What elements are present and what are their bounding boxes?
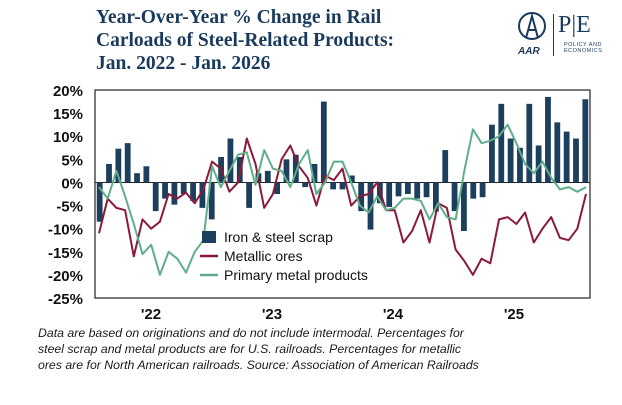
bar-scrap-33 — [404, 182, 411, 194]
pe-logo-sub-2: ECONOMICS — [564, 48, 603, 54]
y-tick-label: -25% — [48, 291, 83, 308]
bar-scrap-10 — [190, 182, 196, 201]
bar-scrap-48 — [545, 96, 551, 183]
aar-logo-icon — [518, 12, 546, 40]
footnote-line-2: steel scrap and metal products are for U… — [38, 342, 462, 356]
footnote-line-1: Data are based on originations and do no… — [38, 326, 464, 340]
pe-logo-text: P|E — [558, 12, 591, 38]
bar-scrap-5 — [143, 166, 150, 183]
bar-scrap-11 — [199, 182, 206, 208]
legend-label: Metallic ores — [224, 248, 303, 264]
bar-scrap-51 — [573, 138, 579, 183]
plot-border — [94, 89, 591, 299]
bar-scrap-29 — [367, 182, 374, 230]
bar-scrap-8 — [171, 182, 178, 205]
bar-scrap-49 — [554, 122, 561, 183]
bar-scrap-1 — [106, 163, 112, 183]
bar-scrap-12 — [208, 182, 215, 220]
title-line-3: Jan. 2022 - Jan. 2026 — [96, 53, 271, 74]
bar-scrap-45 — [517, 147, 523, 183]
bar-scrap-44 — [507, 138, 514, 183]
title-line-2: Carloads of Steel-Related Products: — [96, 30, 395, 51]
footnote: Data are based on originations and do no… — [38, 325, 608, 373]
bar-scrap-38 — [451, 182, 458, 212]
bar-scrap-47 — [535, 145, 542, 183]
chart-title: Year-Over-Year % Change in Rail Carloads… — [96, 6, 496, 75]
bar-scrap-31 — [386, 182, 393, 207]
bar-scrap-36 — [433, 182, 439, 212]
y-tick-label: 5% — [61, 152, 83, 169]
bar-scrap-24 — [320, 101, 327, 183]
plot-frame — [94, 89, 591, 299]
bar-scrap-50 — [563, 131, 570, 183]
bar-scrap-2 — [115, 148, 122, 183]
line-metallic-ores — [98, 137, 587, 276]
x-tick-label: '23 — [262, 306, 282, 323]
y-tick-label: 0% — [61, 175, 83, 192]
bar-scrap-0 — [96, 182, 103, 222]
legend-swatch-scrap — [202, 231, 216, 243]
bar-scrap-14 — [227, 138, 234, 183]
bar-scrap-26 — [339, 182, 346, 190]
y-tick-label: -15% — [48, 245, 83, 262]
bar-scrap-40 — [470, 182, 477, 199]
bar-scrap-21 — [292, 154, 299, 183]
logo-divider — [553, 14, 554, 56]
x-tick-label: '22 — [141, 306, 161, 323]
bar-scrap-52 — [582, 99, 589, 183]
bar-scrap-41 — [479, 182, 486, 198]
x-tick-label: '24 — [383, 306, 404, 323]
pe-logo-subtitle: POLICY AND ECONOMICS — [564, 42, 602, 54]
y-tick-label: 15% — [53, 106, 83, 123]
bar-scrap-16 — [246, 182, 252, 208]
aar-logo-text: AAR — [518, 46, 540, 57]
x-tick-label: '25 — [504, 306, 524, 323]
line-series — [98, 123, 587, 276]
footnote-line-3: ores are for North American railroads. S… — [38, 358, 479, 372]
bar-scrap-27 — [348, 175, 355, 183]
bar-scrap-35 — [423, 182, 430, 198]
pe-logo-sub-1: POLICY AND — [564, 42, 602, 48]
bar-scrap-43 — [498, 103, 505, 183]
bar-scrap-3 — [124, 143, 131, 183]
y-tick-label: -20% — [48, 268, 83, 285]
y-tick-label: -10% — [48, 222, 83, 239]
bar-scrap-37 — [442, 150, 449, 183]
legend-label: Primary metal products — [224, 267, 368, 283]
y-axis-ticks: 20% 15% 10% 5% 0% -5% -10% -15% -20% -25% — [48, 83, 83, 308]
legend-label: Iron & steel scrap — [224, 229, 333, 245]
title-line-1: Year-Over-Year % Change in Rail — [96, 7, 382, 28]
bar-scrap-34 — [414, 182, 421, 199]
bar-scrap-23 — [311, 163, 318, 183]
x-axis-ticks: '22 '23 '24 '25 — [141, 306, 524, 323]
bar-scrap-39 — [461, 182, 467, 231]
y-tick-label: 20% — [53, 83, 83, 100]
bar-scrap-22 — [302, 182, 309, 188]
bar-scrap-25 — [330, 182, 337, 190]
bar-scrap-6 — [152, 182, 159, 212]
aar-logo-rail — [525, 12, 539, 39]
bar-scrap-46 — [526, 103, 533, 183]
bar-scrap-7 — [162, 182, 168, 199]
bar-scrap-18 — [264, 170, 271, 183]
bar-scrap-9 — [180, 182, 187, 194]
bar-scrap-19 — [274, 182, 281, 194]
bar-scrap-4 — [134, 173, 140, 183]
legend: Iron & steel scrap Metallic ores Primary m… — [200, 229, 368, 283]
bar-scrap-20 — [283, 159, 290, 183]
line-primary-metal — [98, 123, 587, 276]
bar-scrap-32 — [395, 182, 402, 197]
logos: AAR P|E POLICY AND ECONOMICS — [508, 10, 616, 62]
y-tick-label: 10% — [53, 129, 83, 146]
y-tick-label: -5% — [56, 199, 83, 216]
bar-scrap-42 — [489, 124, 495, 183]
